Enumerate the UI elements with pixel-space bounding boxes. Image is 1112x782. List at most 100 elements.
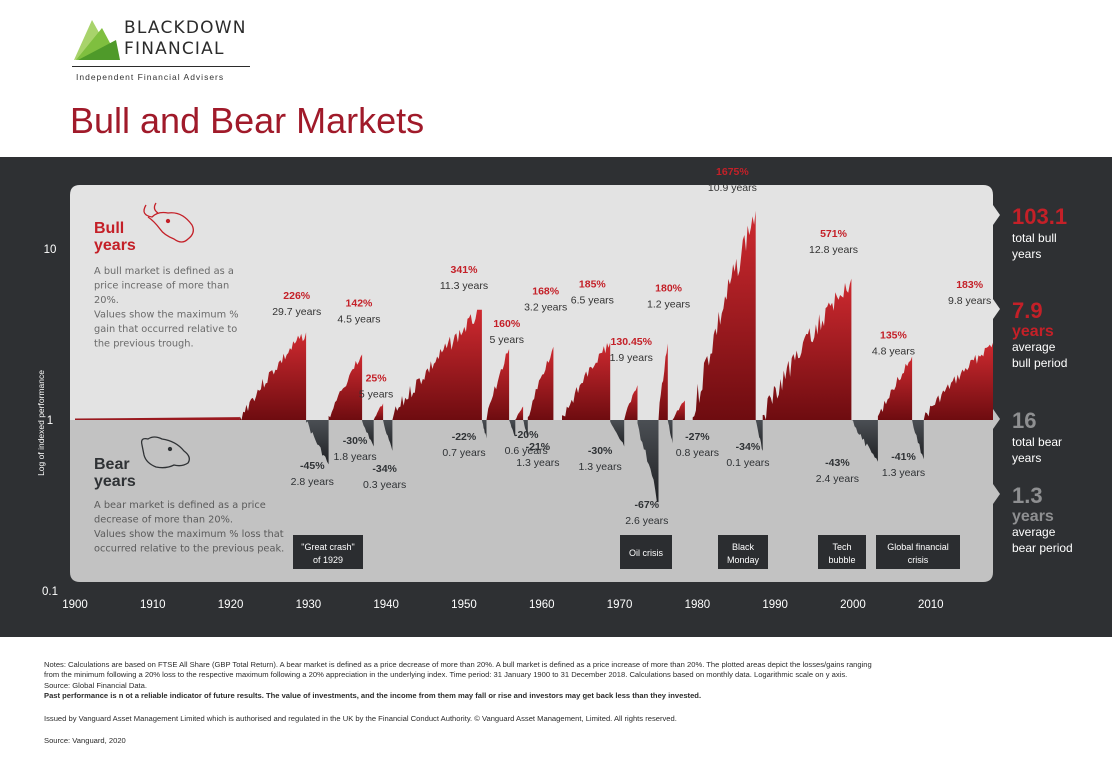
bull-area xyxy=(239,332,307,420)
bear-pct-label: -20% xyxy=(514,429,539,441)
stat-pointer xyxy=(993,484,1000,504)
bear-head-outline xyxy=(140,436,190,469)
stat-pointer xyxy=(993,205,1000,225)
bear-area xyxy=(306,420,329,465)
bear-eye xyxy=(167,446,173,452)
bull-pct-label: 25% xyxy=(366,372,388,384)
x-tick-label: 2010 xyxy=(918,599,944,611)
bull-area xyxy=(923,342,993,420)
bull-legend-desc: the previous trough. xyxy=(94,339,194,350)
stat-unit: years xyxy=(1012,323,1054,340)
bull-duration-label: 10.9 years xyxy=(708,182,757,194)
event-label: Black xyxy=(732,542,755,552)
bull-legend-desc: price increase of more than xyxy=(94,281,229,292)
bear-pct-label: -30% xyxy=(588,445,613,457)
bear-pct-label: -45% xyxy=(300,460,325,472)
company-logo: BLACKDOWN FINANCIAL Independent Financia… xyxy=(72,14,262,84)
bear-area xyxy=(851,420,878,462)
bull-duration-label: 4.5 years xyxy=(337,313,380,325)
bull-area xyxy=(658,343,668,420)
bear-pct-label: -34% xyxy=(736,441,761,453)
event-box xyxy=(876,535,960,569)
bull-area xyxy=(672,400,685,420)
bull-legend-desc: 20%. xyxy=(94,295,119,306)
event-label: crisis xyxy=(908,555,929,565)
stat-label: total bull xyxy=(1012,231,1057,245)
stat-label: total bear xyxy=(1012,435,1062,449)
event-label: Monday xyxy=(727,555,760,565)
y-tick-label: 1 xyxy=(47,415,53,427)
logo-tagline: Independent Financial Advisers xyxy=(76,72,225,82)
bull-area xyxy=(373,403,384,420)
bear-area xyxy=(637,420,659,503)
bull-duration-label: 4.8 years xyxy=(872,345,915,357)
event-label: Tech xyxy=(832,542,851,552)
x-tick-label: 1950 xyxy=(451,599,477,611)
bear-pct-label: -21% xyxy=(526,441,551,453)
bull-pct-label: 185% xyxy=(579,279,607,291)
bear-duration-label: 2.4 years xyxy=(816,473,859,485)
logo-leaf-icon xyxy=(74,20,120,60)
bull-legend-title: years xyxy=(94,237,136,254)
bull-duration-label: 1.2 years xyxy=(647,298,690,310)
bull-pct-label: 183% xyxy=(956,279,984,291)
bull-duration-label: 5 years xyxy=(359,388,393,400)
bull-pct-label: 168% xyxy=(532,286,560,298)
stat-value: 1.3 xyxy=(1012,483,1043,508)
bull-area xyxy=(692,210,756,420)
x-tick-label: 1970 xyxy=(607,599,633,611)
logo-line-2: FINANCIAL xyxy=(124,39,225,59)
bear-duration-label: 1.3 years xyxy=(516,457,559,469)
bull-area xyxy=(877,356,913,420)
bull-horn xyxy=(153,202,159,214)
event-label: "Great crash" xyxy=(301,542,354,552)
bull-legend-desc: gain that occurred relative to xyxy=(94,324,237,335)
bear-legend-title: years xyxy=(94,473,136,490)
stat-label: average xyxy=(1012,340,1056,354)
bull-pct-label: 160% xyxy=(493,318,521,330)
event-label: of 1929 xyxy=(313,555,343,565)
x-tick-label: 1900 xyxy=(62,599,88,611)
notes-disclaimer: Past performance is n ot a reliable indi… xyxy=(44,691,702,701)
event-box xyxy=(620,535,672,569)
bear-duration-label: 1.3 years xyxy=(882,467,925,479)
bull-legend-desc: A bull market is defined as a xyxy=(94,266,234,277)
bull-legend-desc: Values show the maximum % xyxy=(94,310,239,321)
x-tick-label: 1990 xyxy=(762,599,788,611)
bear-area xyxy=(481,420,487,439)
notes-line-1: Notes: Calculations are based on FTSE Al… xyxy=(44,660,872,669)
x-tick-label: 2000 xyxy=(840,599,866,611)
bear-duration-label: 0.3 years xyxy=(363,479,406,491)
bull-pct-label: 142% xyxy=(346,297,374,309)
bull-pct-label: 180% xyxy=(655,282,683,294)
bear-area xyxy=(362,420,374,447)
bear-duration-label: 1.3 years xyxy=(579,461,622,473)
early-flat-series xyxy=(75,417,240,420)
bear-legend-desc: A bear market is defined as a price xyxy=(94,500,266,511)
stat-label: years xyxy=(1012,451,1041,465)
bull-duration-label: 5 years xyxy=(490,334,524,346)
bear-duration-label: 0.7 years xyxy=(442,447,485,459)
bull-duration-label: 11.3 years xyxy=(440,280,488,292)
bear-duration-label: 0.6 years xyxy=(505,445,548,457)
logo-rule xyxy=(72,66,250,67)
bear-legend-desc: Values show the maximum % loss that xyxy=(94,529,284,540)
bear-area xyxy=(383,420,393,451)
bull-pct-label: 341% xyxy=(451,264,479,276)
bear-legend-title: Bear xyxy=(94,456,130,473)
bear-pct-label: -22% xyxy=(452,431,477,443)
bear-area xyxy=(509,420,516,437)
event-box xyxy=(718,535,768,569)
bear-duration-label: 0.8 years xyxy=(676,447,719,459)
y-tick-label: 10 xyxy=(44,244,57,256)
stat-value: 103.1 xyxy=(1012,204,1067,229)
logo-line-1: BLACKDOWN xyxy=(124,18,247,38)
page-title: Bull and Bear Markets xyxy=(70,100,425,141)
bear-pct-label: -30% xyxy=(343,435,368,447)
stat-value: 7.9 xyxy=(1012,298,1043,323)
x-tick-label: 1960 xyxy=(529,599,555,611)
bull-area xyxy=(562,342,611,420)
stat-label: years xyxy=(1012,247,1041,261)
bull-area xyxy=(392,309,482,420)
